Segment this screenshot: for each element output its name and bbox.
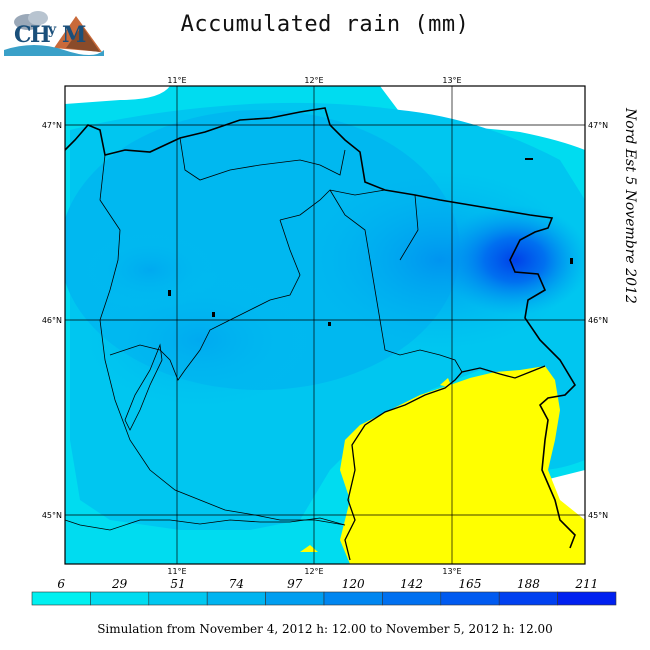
colorbar-swatch <box>498 591 558 606</box>
colorbar-swatch <box>440 591 500 606</box>
side-label-container: Nord Est 5 Novembre 2012 <box>620 108 638 348</box>
colorbar-label: 188 <box>517 577 540 591</box>
colorbar-swatch <box>90 591 150 606</box>
colorbar-label: 51 <box>170 577 185 591</box>
rain-field <box>65 86 585 564</box>
colorbar-label: 74 <box>229 577 244 591</box>
coastline <box>344 365 546 561</box>
colorbar-label: 211 <box>574 577 598 591</box>
map-frame <box>64 85 586 565</box>
national-border <box>64 107 577 549</box>
graticule <box>65 86 585 564</box>
colorbar-label: 120 <box>342 577 365 591</box>
colorbar: 6 29 51 74 97 120 142 165 188 211 <box>31 577 617 606</box>
colorbar-swatch <box>265 591 325 606</box>
lat-label-right-45: 45°N <box>588 511 608 520</box>
colorbar-label: 6 <box>57 577 65 591</box>
lon-label-top-11: 11°E <box>167 76 186 85</box>
lon-label-bottom-13: 13°E <box>442 567 461 576</box>
lat-label-right-46: 46°N <box>588 316 608 325</box>
lon-label-bottom-12: 12°E <box>304 567 323 576</box>
svg-text:M: M <box>62 22 86 48</box>
side-label: Nord Est 5 Novembre 2012 <box>622 108 638 304</box>
simulation-period: Simulation from November 4, 2012 h: 12.0… <box>97 622 553 636</box>
lat-label-left-46: 46°N <box>42 316 62 325</box>
svg-text:y: y <box>47 22 57 38</box>
colorbar-swatch <box>206 591 266 606</box>
colorbar-swatch <box>557 591 617 606</box>
colorbar-swatch <box>382 591 442 606</box>
chym-logo: C H y M <box>4 4 104 56</box>
svg-text:C: C <box>14 22 32 48</box>
lon-label-top-12: 12°E <box>304 76 323 85</box>
lat-label-left-45: 45°N <box>42 511 62 520</box>
svg-text:H: H <box>30 22 51 48</box>
colorbar-swatch <box>148 591 208 606</box>
colorbar-label: 165 <box>459 577 482 591</box>
colorbar-label: 29 <box>111 577 128 591</box>
map-title: Accumulated rain (mm) <box>180 12 470 37</box>
lat-label-right-47: 47°N <box>588 121 608 130</box>
lake-marks <box>168 158 573 326</box>
colorbar-swatch <box>31 591 91 606</box>
regional-boundaries <box>64 137 463 531</box>
colorbar-label: 97 <box>287 577 303 591</box>
colorbar-label: 142 <box>400 577 423 591</box>
colorbar-swatch <box>323 591 383 606</box>
lon-label-bottom-11: 11°E <box>167 567 186 576</box>
lat-label-left-47: 47°N <box>42 121 62 130</box>
lon-label-top-13: 13°E <box>442 76 461 85</box>
